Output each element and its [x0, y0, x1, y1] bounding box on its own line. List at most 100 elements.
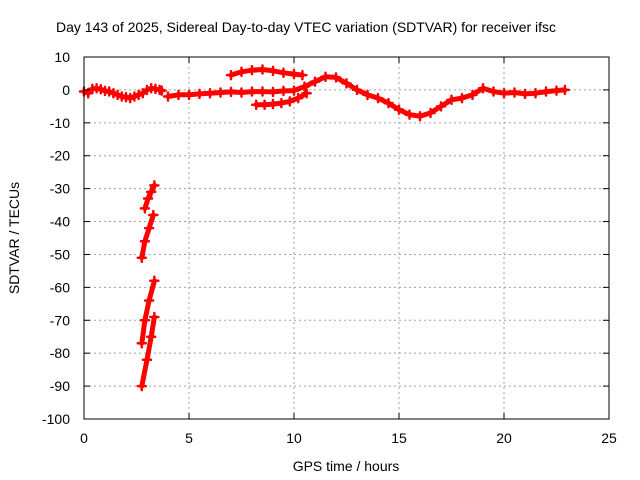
data-point: [284, 96, 296, 107]
data-point: [136, 252, 147, 263]
data-point: [393, 104, 405, 115]
y-tick-label: -60: [50, 279, 70, 295]
data-point: [288, 85, 300, 96]
data-point: [148, 209, 159, 221]
data-point: [236, 66, 247, 78]
x-tick-label: 5: [185, 430, 193, 446]
data-point: [183, 89, 195, 101]
data-point: [139, 315, 151, 326]
y-tick-label: -40: [50, 214, 70, 230]
series-trace-7: [142, 182, 157, 211]
data-point: [383, 97, 394, 109]
data-point: [225, 86, 237, 98]
data-point: [82, 87, 94, 99]
data-point: [145, 186, 157, 198]
data-point: [320, 71, 331, 82]
data-point: [288, 68, 300, 80]
series-trace-6: [139, 212, 156, 261]
y-tick-label: -10: [50, 115, 70, 131]
data-point: [414, 110, 426, 122]
series-trace-5: [139, 278, 157, 346]
data-point: [435, 101, 447, 112]
x-axis-label: GPS time / hours: [293, 458, 400, 474]
chart-title: Day 143 of 2025, Sidereal Day-to-day VTE…: [56, 19, 556, 35]
plot-frame: [83, 56, 610, 420]
data-point: [456, 92, 468, 104]
y-tick-label: -100: [42, 411, 70, 427]
data-point: [143, 295, 155, 306]
data-point: [215, 87, 226, 98]
data-point: [257, 64, 268, 75]
data-point: [467, 89, 478, 101]
data-point: [301, 87, 312, 99]
data-point: [477, 83, 489, 94]
data-point: [141, 354, 153, 366]
data-point: [246, 86, 258, 97]
data-point: [509, 87, 520, 98]
data-point: [446, 94, 457, 106]
y-tick-labels: 10 0 -10 -20 -30 -40 -50 -60 -70 -80 -90 -100: [42, 49, 70, 427]
data-point: [362, 89, 373, 101]
data-point: [309, 76, 321, 87]
y-axis-label: SDTVAR / TECUs: [6, 182, 22, 294]
data-point: [351, 84, 363, 96]
data-point: [299, 81, 310, 92]
data-point: [250, 99, 262, 110]
x-tick-label: 25: [601, 430, 617, 446]
data-point: [136, 380, 147, 392]
data-point: [530, 87, 541, 99]
data-point: [372, 92, 384, 104]
grid: [84, 57, 609, 419]
data-point: [267, 86, 279, 98]
y-tick-label: -90: [50, 378, 70, 394]
y-tick-label: -70: [50, 312, 70, 328]
data-point: [292, 92, 304, 104]
y-tick-label: -80: [50, 345, 70, 361]
y-tick-label: -30: [50, 181, 70, 197]
data-point: [257, 86, 268, 97]
data-point: [156, 85, 167, 96]
data-point: [236, 87, 247, 98]
data-point: [194, 88, 205, 100]
data-point: [276, 97, 287, 109]
data-point: [139, 236, 151, 247]
data-point: [162, 91, 174, 102]
data-point: [519, 88, 531, 100]
data-point: [145, 331, 157, 342]
data-point: [341, 78, 352, 89]
data-point: [149, 275, 160, 287]
data-point: [267, 98, 279, 110]
data-point: [559, 84, 571, 96]
data-point: [488, 86, 499, 97]
data-point: [142, 193, 154, 204]
data-point: [278, 85, 289, 97]
series-trace-4: [139, 314, 157, 389]
data-point: [259, 99, 270, 110]
data-point: [404, 109, 415, 120]
x-tick-label: 10: [286, 430, 302, 446]
data-point: [297, 69, 308, 81]
data-point: [149, 180, 160, 191]
data-point: [149, 311, 160, 323]
data-point: [498, 87, 510, 99]
data-point: [425, 107, 436, 119]
data-point: [540, 86, 552, 97]
data-point: [136, 338, 147, 349]
data-point: [330, 72, 342, 83]
data-point: [278, 67, 289, 79]
data-point: [551, 85, 562, 96]
data-point: [173, 89, 184, 101]
y-tick-label: 0: [62, 82, 70, 98]
x-tick-label: 15: [391, 430, 407, 446]
x-tick-label: 20: [496, 430, 512, 446]
axis-ticks: [83, 56, 610, 420]
x-tick-label: 0: [80, 430, 88, 446]
data-point: [143, 222, 155, 234]
data-point: [225, 69, 237, 81]
y-tick-label: -20: [50, 148, 70, 164]
data-point: [204, 87, 216, 99]
x-tick-labels: 0 5 10 15 20 25: [80, 430, 617, 446]
y-tick-label: -50: [50, 246, 70, 262]
data-point: [139, 203, 151, 214]
